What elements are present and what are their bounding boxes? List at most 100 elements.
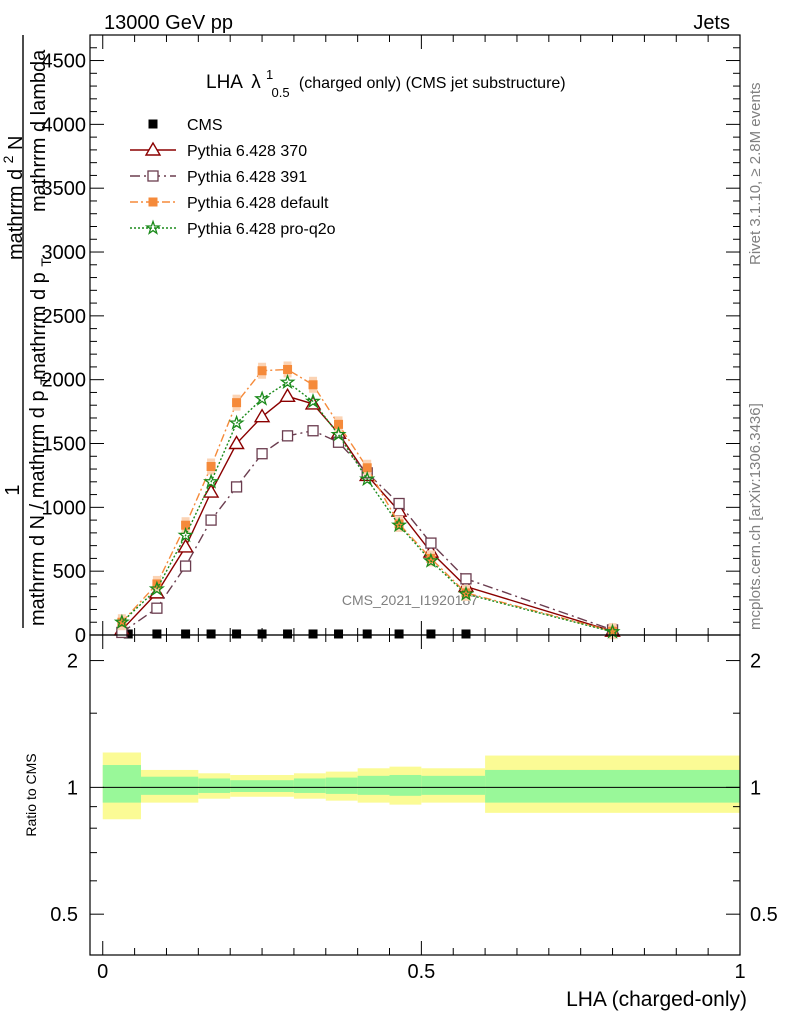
data-point — [422, 552, 439, 568]
ratio-plot-panel: 0.5 0.5 1 1 2 2 0 0.5 1 — [50, 634, 778, 983]
x-tick-label: 0 — [97, 961, 108, 983]
legend-item: Pythia 6.428 default — [130, 195, 329, 212]
data-point — [113, 613, 130, 630]
uncertainty-band-inner — [102, 765, 141, 803]
series-pythia-6-428-391 — [116, 425, 619, 639]
legend-label: Pythia 6.428 pro-q2o — [187, 221, 336, 238]
uncertainty-band-inner — [421, 775, 486, 795]
data-point — [330, 426, 347, 442]
main-y-axis-label: 1 mathrrm d N / mathrrm d p T mathrrm d … — [0, 35, 54, 628]
data-point — [202, 483, 220, 498]
data-point — [232, 629, 242, 639]
data-point — [359, 470, 376, 487]
uncertainty-band-inner — [357, 775, 390, 795]
data-point — [203, 473, 220, 489]
legend-label: Pythia 6.428 391 — [187, 169, 307, 186]
y-tick-label: 1500 — [42, 434, 87, 456]
data-point — [283, 364, 293, 374]
ratio-plot-frame — [89, 634, 741, 956]
uncertainty-band-inner — [198, 778, 231, 793]
x-axis-label: LHA (charged-only) — [566, 988, 747, 1011]
data-point — [228, 435, 245, 450]
data-point — [394, 629, 404, 639]
data-point — [281, 430, 294, 442]
y-tick-label: 2000 — [42, 370, 87, 392]
data-point — [257, 366, 267, 376]
uncertainty-band-inner — [485, 769, 740, 803]
mcplots-citation-label: mcplots.cern.ch [arXiv:1306.3436] — [747, 403, 764, 630]
svg-text:mathrrm d 2 N: mathrrm d 2 N — [0, 136, 27, 261]
data-point — [181, 629, 191, 639]
legend-item: Pythia 6.428 pro-q2o — [130, 219, 336, 238]
data-point — [279, 387, 296, 402]
ratio-y-tick-label-right: 1 — [750, 777, 761, 799]
svg-text:mathrrm d lambda: mathrrm d lambda — [28, 49, 50, 212]
series-cms — [123, 629, 471, 639]
y-tick-label: 4500 — [42, 51, 87, 73]
y-tick-label: 3000 — [42, 242, 87, 264]
ratio-y-tick-label: 1 — [67, 777, 78, 799]
chart-legend: CMS Pythia 6.428 370 Pythia 6.428 391 Pythi… — [130, 117, 336, 238]
main-plot-panel: 0 500 1000 1500 2000 2500 3000 3500 4000 4500 CMS… — [42, 34, 741, 647]
data-point — [256, 448, 268, 460]
legend-marker — [144, 141, 162, 156]
data-point — [307, 425, 319, 437]
uncertainty-band-inner — [293, 778, 326, 793]
data-point — [461, 629, 471, 639]
header-process: 13000 GeV pp — [104, 12, 233, 34]
data-point — [151, 602, 163, 614]
ratio-y-tick-label-right: 0.5 — [750, 904, 778, 926]
svg-text:1: 1 — [2, 484, 24, 495]
data-point — [334, 629, 344, 639]
data-point — [426, 629, 436, 639]
data-point — [391, 516, 408, 533]
svg-text:mathrrm d N / mathrrm d p: mathrrm d N / mathrrm d p T — [27, 376, 53, 626]
legend-marker — [148, 197, 158, 207]
data-point — [179, 560, 192, 572]
data-point — [232, 398, 242, 408]
data-point — [457, 585, 475, 602]
data-point — [308, 629, 318, 639]
chart-title: LHA λ 1 0.5 (charged only) (CMS jet subs… — [206, 63, 566, 102]
uncertainty-band-inner — [140, 776, 199, 795]
data-point — [253, 408, 271, 423]
series-pythia-6-428-pro-q2o — [113, 373, 621, 639]
legend-marker — [144, 219, 162, 235]
y-tick-label: 3500 — [42, 178, 87, 200]
header-category: Jets — [693, 12, 730, 34]
legend-marker — [148, 119, 158, 129]
svg-text:mathrrm d p T: mathrrm d p T — [28, 258, 54, 380]
y-tick-label: 4000 — [42, 114, 87, 136]
ratio-y-tick-label: 2 — [67, 651, 78, 673]
ratio-y-tick-label: 0.5 — [50, 904, 78, 926]
series-line — [121, 381, 613, 633]
legend-label: CMS — [187, 117, 223, 134]
ratio-y-axis-label: Ratio to CMS — [23, 753, 39, 836]
uncertainty-band-inner — [230, 780, 294, 793]
rivet-version-label: Rivet 3.1.10, ≥ 2.8M events — [747, 83, 764, 266]
data-point — [460, 573, 472, 585]
data-point — [205, 514, 217, 526]
data-point — [206, 461, 216, 471]
series-line — [121, 429, 613, 633]
legend-item: Pythia 6.428 370 — [130, 141, 307, 160]
legend-item: CMS — [148, 117, 223, 134]
x-tick-label: 1 — [734, 961, 745, 983]
data-point — [228, 414, 245, 430]
data-point — [177, 526, 194, 543]
data-point — [148, 580, 165, 596]
data-point — [230, 481, 243, 493]
legend-label: Pythia 6.428 default — [187, 195, 329, 212]
y-tick-label: 0 — [75, 625, 86, 647]
x-tick-label: 0.5 — [407, 961, 435, 983]
data-point — [362, 629, 372, 639]
legend-label: Pythia 6.428 370 — [187, 143, 307, 160]
data-point — [308, 380, 318, 390]
series-line — [121, 368, 613, 632]
y-tick-label: 2500 — [42, 306, 87, 328]
data-point — [206, 629, 216, 639]
data-point — [305, 392, 322, 409]
data-point — [283, 629, 293, 639]
ratio-y-tick-label-right: 2 — [750, 651, 761, 673]
y-tick-label: 500 — [53, 561, 86, 583]
